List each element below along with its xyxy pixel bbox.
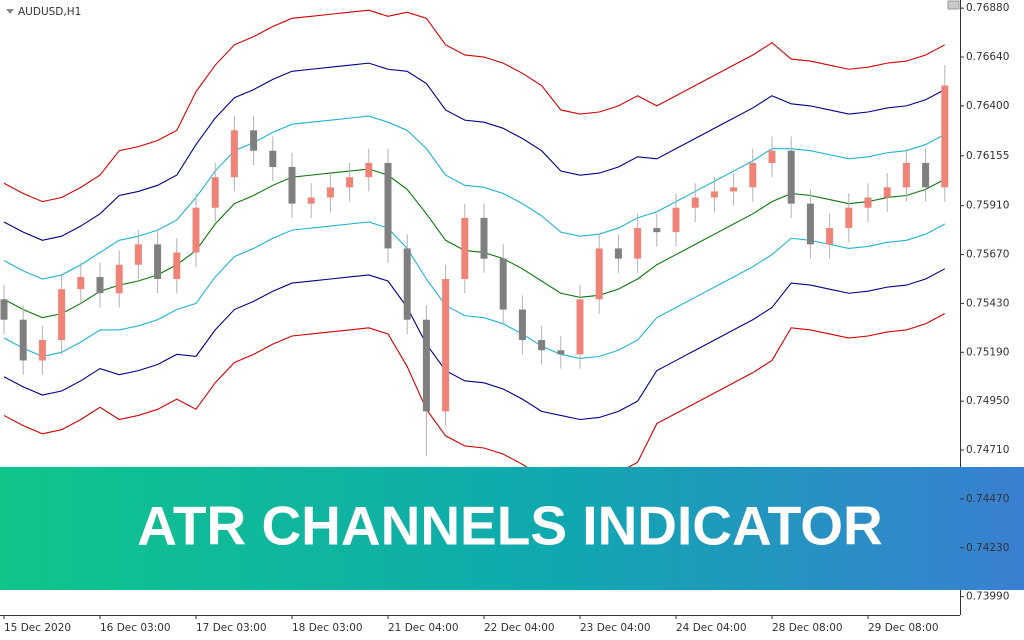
- candle-body: [883, 187, 891, 198]
- y-tick-label: 0.76400: [966, 100, 1009, 112]
- candle-body: [634, 228, 642, 259]
- menu-arrow[interactable]: [6, 9, 14, 14]
- candle-body: [730, 187, 738, 192]
- x-tick-label: 24 Dec 04:00: [676, 622, 747, 634]
- candle-body: [192, 207, 200, 253]
- candle-body: [422, 319, 430, 412]
- candle-body: [38, 340, 46, 361]
- candle-body: [269, 150, 277, 167]
- candle-body: [288, 166, 296, 204]
- candle-body: [922, 162, 930, 188]
- x-tick-label: 18 Dec 03:00: [292, 622, 363, 634]
- candle-body: [576, 299, 584, 355]
- candle-body: [134, 244, 142, 265]
- x-tick-label: 15 Dec 2020: [4, 622, 71, 634]
- x-tick-label: 17 Dec 03:00: [196, 622, 267, 634]
- candle-body: [96, 276, 104, 294]
- candle-body: [77, 276, 85, 290]
- candle-body: [710, 191, 718, 198]
- y-tick-label: 0.73990: [966, 591, 1009, 603]
- y-tick-label: 0.75910: [966, 200, 1009, 212]
- channel-line: [3, 221, 946, 359]
- y-tick-label: 0.74950: [966, 395, 1009, 407]
- y-tick-label: 0.75670: [966, 249, 1009, 261]
- candle-body: [0, 299, 8, 320]
- corner-box: [947, 0, 960, 10]
- candle-body: [154, 244, 162, 279]
- candle-body: [365, 162, 373, 178]
- y-tick-label: 0.76640: [966, 51, 1009, 63]
- candle-body: [442, 278, 450, 412]
- channel-line: [3, 115, 946, 280]
- candle-body: [58, 289, 66, 341]
- candle-body: [826, 228, 834, 245]
- candle-body: [19, 319, 27, 361]
- candle-body: [307, 197, 315, 204]
- candle-body: [403, 248, 411, 320]
- banner: [0, 467, 1024, 590]
- y-tick-label: 0.74470: [966, 493, 1009, 505]
- candle-body: [499, 258, 507, 310]
- y-tick-label: 0.76880: [966, 2, 1009, 14]
- candle-body: [211, 177, 219, 208]
- candle-body: [173, 252, 181, 279]
- candle-body: [749, 162, 757, 188]
- y-tick-label: 0.75430: [966, 297, 1009, 309]
- y-tick-label: 0.74710: [966, 444, 1009, 456]
- x-tick-label: 22 Dec 04:00: [484, 622, 555, 634]
- candle-body: [230, 130, 238, 178]
- channel-line: [3, 62, 946, 241]
- channel-line: [3, 9, 946, 203]
- candle-body: [250, 130, 258, 151]
- candle-body: [902, 162, 910, 188]
- candle-body: [538, 340, 546, 351]
- y-tick-label: 0.76155: [966, 150, 1009, 162]
- symbol-label: AUDUSD,H1: [18, 6, 81, 18]
- y-tick-label: 0.74230: [966, 542, 1009, 554]
- candle-body: [326, 187, 334, 198]
- candle-body: [768, 150, 776, 163]
- candle-body: [864, 197, 872, 208]
- candle-body: [691, 197, 699, 208]
- candle-body: [941, 85, 949, 188]
- candle-body: [115, 264, 123, 294]
- y-tick-label: 0.75190: [966, 346, 1009, 358]
- x-tick-label: 29 Dec 08:00: [868, 622, 939, 634]
- banner-title: ATR CHANNELS INDICATOR: [137, 495, 883, 557]
- candle-body: [806, 203, 814, 245]
- x-tick-label: 28 Dec 08:00: [772, 622, 843, 634]
- candle-body: [346, 177, 354, 188]
- candle-body: [480, 217, 488, 259]
- candle-body: [672, 207, 680, 233]
- candle-body: [595, 248, 603, 300]
- candle-body: [845, 207, 853, 229]
- candle-body: [614, 248, 622, 259]
- channel-line: [3, 268, 946, 421]
- candle-body: [518, 309, 526, 341]
- candle-body: [557, 350, 565, 355]
- channel-line: [3, 313, 946, 482]
- candle-body: [461, 217, 469, 279]
- x-tick-label: 16 Dec 03:00: [100, 622, 171, 634]
- x-tick-label: 21 Dec 04:00: [388, 622, 459, 634]
- candle-body: [787, 150, 795, 204]
- candle-body: [384, 162, 392, 249]
- x-tick-label: 23 Dec 04:00: [580, 622, 651, 634]
- candle-body: [653, 228, 661, 233]
